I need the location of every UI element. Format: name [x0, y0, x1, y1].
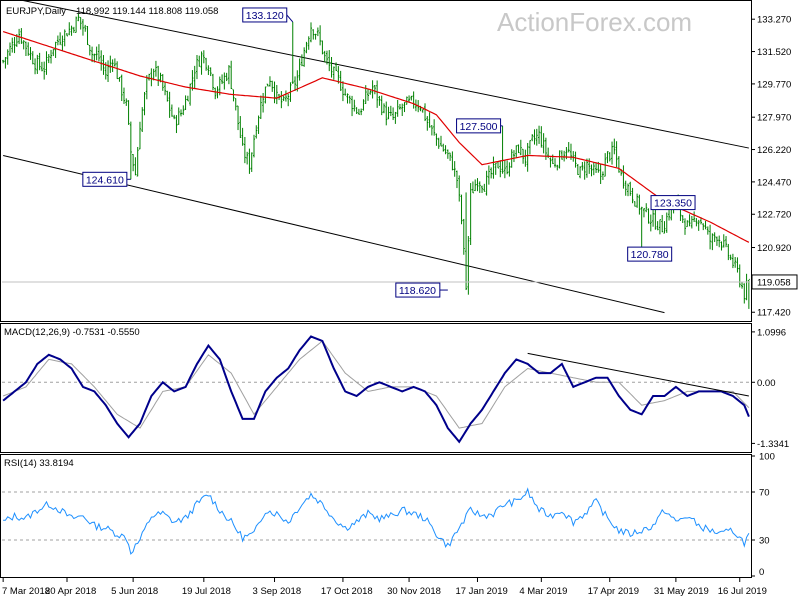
macd-signal-line	[2, 340, 750, 429]
rsi-pane	[0, 454, 752, 578]
date-tick: 31 May 2019	[654, 586, 709, 597]
price-axis-tick: 120.920	[757, 243, 791, 254]
price-axis-tick: 127.970	[757, 113, 791, 124]
price-callout-box	[82, 171, 128, 187]
last-price-box	[751, 274, 798, 290]
price-axis-tick: 126.220	[757, 145, 791, 156]
macd-trendline	[527, 352, 749, 397]
price-callout-label: 127.500	[460, 121, 498, 133]
rsi-axis-tick: 0	[759, 567, 764, 578]
price-callout-box	[650, 195, 696, 211]
rsi-axis-tick: 100	[759, 452, 775, 463]
date-tick: 20 Apr 2018	[45, 586, 96, 597]
price-axis-tick: 117.420	[757, 308, 791, 319]
macd-header: MACD(12,26,9) -0.7531 -0.5550	[4, 327, 140, 338]
moving-average-line	[2, 31, 750, 243]
price-header-symbol: EURJPY,Daily	[6, 6, 66, 17]
date-tick: 19 Jul 2018	[182, 586, 231, 597]
price-axis-tick: 131.520	[757, 47, 791, 58]
last-price-label: 119.058	[757, 277, 791, 288]
price-axis-tick: 122.720	[757, 210, 791, 221]
date-tick: 30 Nov 2018	[387, 586, 441, 597]
price-axis-tick: 124.470	[757, 177, 791, 188]
channel-upper-line	[18, 0, 749, 149]
rsi-axis-tick: 30	[759, 536, 770, 547]
price-pane	[0, 0, 752, 322]
price-callout-label: 124.610	[86, 174, 124, 186]
watermark: ActionForex.com	[497, 7, 692, 37]
price-callout-box	[456, 118, 502, 134]
price-callout-box	[627, 246, 673, 262]
date-tick: 17 Oct 2018	[321, 586, 373, 597]
price-callout-box	[242, 7, 288, 23]
date-tick: 3 Sep 2018	[253, 586, 302, 597]
macd-pane	[0, 323, 752, 453]
macd-axis-tick: 1.0996	[757, 327, 786, 338]
rsi-axis-tick: 70	[759, 488, 770, 499]
callout-leader	[286, 14, 294, 23]
date-tick: 7 Mar 2018	[2, 586, 50, 597]
price-callout-box	[395, 282, 441, 298]
macd-axis-tick: 0.00	[757, 378, 776, 389]
price-axis-tick: 133.270	[757, 15, 791, 26]
price-callout-label: 118.620	[399, 285, 436, 297]
date-tick: 5 Jun 2018	[111, 586, 158, 597]
macd-axis-tick: -1.3341	[757, 439, 789, 450]
rsi-header: RSI(14) 33.8194	[4, 458, 74, 469]
date-tick: 4 Mar 2019	[519, 586, 567, 597]
price-callout-label: 133.120	[246, 10, 284, 22]
date-tick: 17 Jan 2019	[455, 586, 507, 597]
rsi-line	[3, 487, 750, 555]
price-callout-label: 123.350	[654, 198, 692, 210]
price-header-ohlc: 118.992 119.144 118.808 119.058	[76, 6, 218, 17]
price-axis-tick: 129.770	[757, 79, 791, 90]
price-callout-label: 120.780	[631, 249, 669, 261]
date-tick: 16 Jul 2019	[718, 586, 767, 597]
date-tick: 17 Apr 2019	[588, 586, 639, 597]
macd-line	[2, 335, 750, 444]
